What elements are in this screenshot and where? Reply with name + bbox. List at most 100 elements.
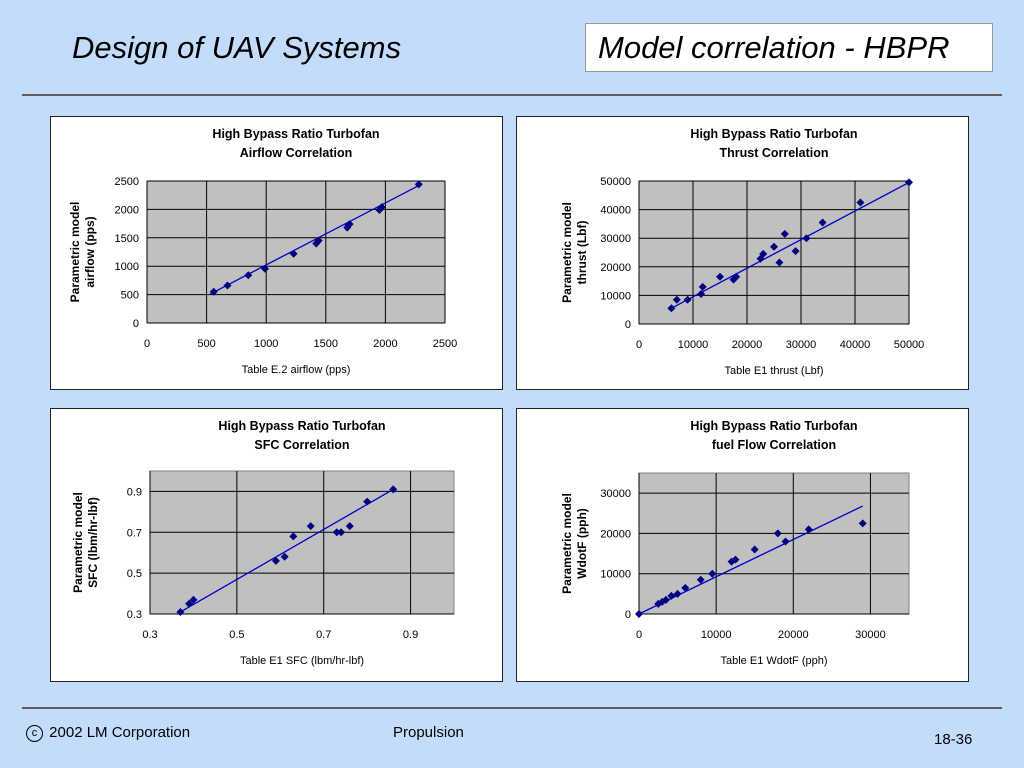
data-point [708,569,717,578]
footer-divider [22,707,1002,709]
chart-panel-airflow: High Bypass Ratio Turbofan Airflow Correl… [50,116,503,390]
chart-subtitle: fuel Flow Correlation [712,438,836,452]
y-tick-label: 30000 [600,488,631,500]
data-point [189,595,198,604]
y-axis-label: Parametric model [560,493,574,594]
trend-line [180,488,394,613]
data-point [727,557,736,566]
data-point [731,555,740,564]
data-point [244,271,253,280]
x-axis-label: Table E1 SFC (lbm/hr-lbf) [240,655,364,667]
footer-subject: Propulsion [393,724,464,741]
data-point [363,497,372,506]
y-tick-label: 0 [625,319,631,331]
data-point [223,281,232,290]
x-tick-label: 0.9 [403,629,418,641]
y-tick-label: 1500 [115,233,139,245]
y-tick-label: 500 [121,290,139,302]
data-point [683,295,692,304]
data-point [176,607,185,616]
data-point [759,249,768,258]
plot-area [146,180,446,324]
x-tick-label: 0.5 [229,629,244,641]
y-axis-label: WdotF (pph) [575,508,589,579]
y-tick-label: 1000 [115,261,139,273]
y-tick-label: 0 [625,609,631,621]
chart-title: High Bypass Ratio Turbofan [218,419,385,433]
data-point [773,529,782,538]
y-tick-label: 0.7 [127,527,142,539]
x-tick-label: 50000 [894,339,925,351]
header-divider [22,94,1002,96]
x-tick-label: 0 [144,338,150,350]
data-point [698,282,707,291]
chart-subtitle: Thrust Correlation [719,146,828,160]
x-axis-label: Table E1 WdotF (pph) [721,655,828,667]
topic-box: Model correlation - HBPR [585,23,993,72]
data-point [775,258,784,267]
y-axis-label: airflow (pps) [83,216,97,287]
slide-topic: Model correlation - HBPR [598,30,950,65]
thrust-chart: High Bypass Ratio Turbofan Thrust Correla… [560,127,925,377]
x-tick-label: 20000 [778,629,809,641]
x-tick-label: 2500 [433,338,457,350]
copyright-text: 2002 LM Corporation [49,724,191,741]
data-point [345,220,354,229]
y-tick-label: 40000 [600,205,631,217]
y-tick-label: 10000 [600,290,631,302]
data-point [185,599,194,608]
y-tick-label: 0.3 [127,609,142,621]
data-point [209,287,218,296]
y-tick-label: 20000 [600,528,631,540]
x-tick-label: 1500 [314,338,338,350]
data-point [280,552,289,561]
y-tick-label: 50000 [600,176,631,188]
data-point [729,275,738,284]
data-point [804,525,813,534]
copyright-symbol: c [26,725,43,742]
data-point [732,272,741,281]
page-number: 18-36 [934,731,973,748]
y-tick-label: 10000 [600,569,631,581]
data-point [662,595,670,604]
slide-title: Design of UAV Systems [72,30,402,65]
x-tick-label: 2000 [373,338,397,350]
y-axis-label: thrust (Lbf) [575,221,589,285]
data-point [271,556,280,565]
y-axis-label: Parametric model [68,202,82,303]
chart-title: High Bypass Ratio Turbofan [212,127,379,141]
data-point [781,537,790,546]
x-tick-label: 0.3 [142,629,157,641]
x-tick-label: 1000 [254,338,278,350]
x-tick-label: 500 [197,338,215,350]
data-point [332,528,341,537]
chart-panel-thrust: High Bypass Ratio Turbofan Thrust Correla… [516,116,969,390]
x-tick-label: 10000 [701,629,732,641]
data-point [389,485,398,494]
x-tick-label: 10000 [678,339,709,351]
chart-subtitle: SFC Correlation [254,438,349,452]
data-point [770,242,778,251]
x-axis-label: Table E.2 airflow (pps) [242,364,351,376]
data-point [414,180,423,189]
y-axis-label: SFC (lbm/hr-lbf) [86,497,100,588]
sfc-chart: High Bypass Ratio Turbofan SFC Correlatio… [71,419,455,667]
x-axis-label: Table E1 thrust (Lbf) [724,365,823,377]
copyright: c 2002 LM Corporation [26,724,190,742]
x-tick-label: 0 [636,339,642,351]
y-tick-label: 2000 [115,204,139,216]
data-point [667,591,676,600]
data-point [377,203,386,212]
data-point [856,198,865,207]
data-point [672,295,681,304]
data-point [858,519,867,528]
data-point [667,304,676,313]
chart-title: High Bypass Ratio Turbofan [690,127,857,141]
y-tick-label: 30000 [600,233,631,245]
data-point [289,532,298,541]
y-axis-label: Parametric model [71,492,85,593]
x-tick-label: 40000 [840,339,871,351]
data-point [289,249,298,258]
data-point [261,264,270,273]
data-point [750,545,759,554]
